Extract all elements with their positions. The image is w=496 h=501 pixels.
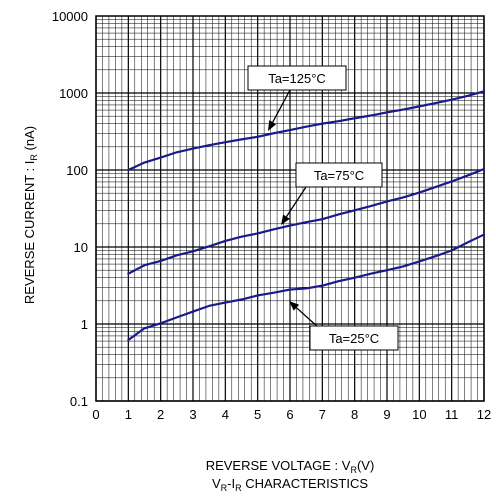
x-tick-label: 0 — [92, 407, 99, 422]
callout-arrow-head — [281, 214, 290, 225]
series-callout: Ta=125°C — [247, 65, 347, 131]
callout-arrow-line — [272, 89, 291, 123]
x-axis-label: REVERSE VOLTAGE : VR(V) — [206, 458, 375, 475]
callout-box — [309, 325, 399, 351]
series-label: Ta=125°C — [268, 71, 326, 86]
x-tick-label: 5 — [254, 407, 261, 422]
x-tick-label: 12 — [477, 407, 491, 422]
callout-arrow-line — [285, 186, 307, 218]
y-tick-label: 100 — [66, 163, 88, 178]
x-tick-label: 8 — [351, 407, 358, 422]
y-tick-label: 10 — [74, 240, 88, 255]
callout-arrow-head — [289, 301, 300, 311]
series-lines — [127, 90, 486, 342]
y-tick-label: 10000 — [52, 9, 88, 24]
series-line — [127, 167, 486, 275]
x-tick-labels: 0 1 2 3 4 5 6 7 8 9 10 11 12 — [92, 407, 491, 422]
x-tick-label: 4 — [222, 407, 229, 422]
x-tick-label: 11 — [445, 407, 459, 422]
series-label: Ta=75°C — [314, 168, 364, 183]
series-line — [127, 233, 486, 342]
y-tick-label: 1 — [81, 317, 88, 332]
x-tick-label: 10 — [412, 407, 426, 422]
plot-frame — [95, 15, 485, 402]
callout-box — [295, 162, 383, 188]
y-axis-label: REVERSE CURRENT : IR (nA) — [22, 126, 39, 304]
series-callout: Ta=75°C — [281, 162, 383, 225]
series-callouts: Ta=125°C Ta=75°C Ta=25°C — [247, 65, 399, 351]
callout-box — [247, 65, 347, 91]
callout-arrow-line — [295, 307, 320, 329]
y-tick-label: 0.1 — [70, 394, 88, 409]
callout-arrow-head — [268, 120, 277, 131]
y-tick-labels: 0.1 1 10 100 1000 10000 — [52, 9, 88, 409]
y-tick-label: 1000 — [59, 86, 88, 101]
x-tick-label: 9 — [383, 407, 390, 422]
chart-caption: VR-IR CHARACTERISTICS — [212, 476, 368, 493]
series-label: Ta=25°C — [329, 331, 379, 346]
x-tick-label: 3 — [189, 407, 196, 422]
x-tick-label: 2 — [157, 407, 164, 422]
series-callout: Ta=25°C — [289, 301, 399, 351]
x-tick-label: 6 — [286, 407, 293, 422]
x-tick-label: 1 — [125, 407, 132, 422]
x-tick-label: 7 — [319, 407, 326, 422]
series-line — [127, 90, 486, 172]
